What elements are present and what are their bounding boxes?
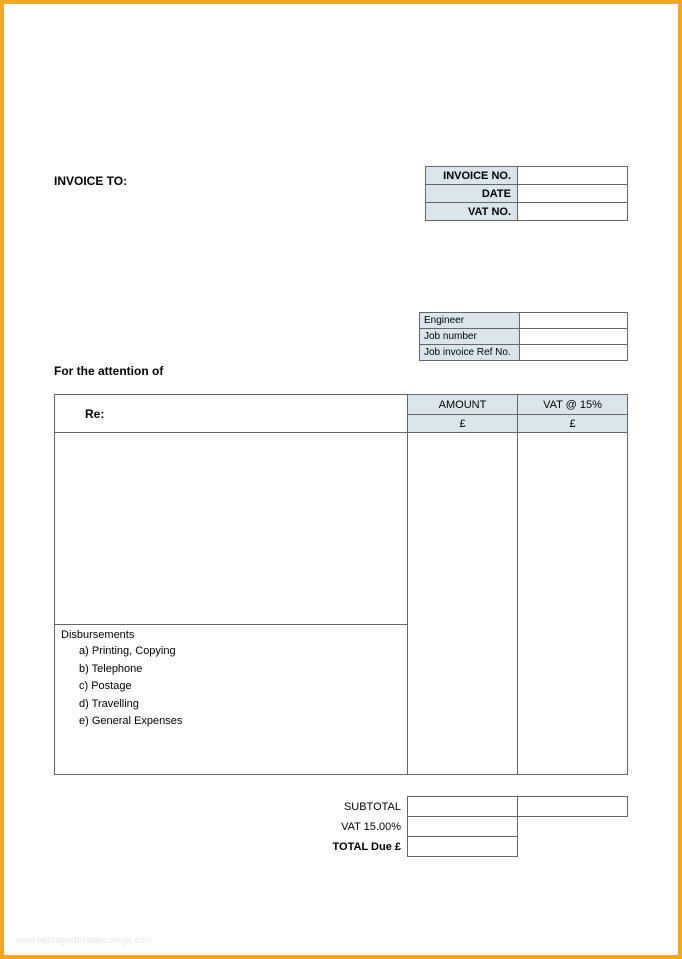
total-due-amount [408,837,518,857]
list-item: b) Telephone [79,661,401,679]
total-due-label: TOTAL Due £ [54,837,408,857]
invoice-meta-table: INVOICE NO. DATE VAT NO. [425,166,628,221]
amount-cell [408,433,518,625]
line-items-table: Re: AMOUNT VAT @ 15% £ £ Disbursements a… [54,394,628,775]
vat-empty [518,817,628,837]
date-label: DATE [426,185,518,203]
table-row: Disbursements a) Printing, Copying b) Te… [55,625,628,775]
vat-cell [518,433,628,625]
table-row: Job number [420,329,628,345]
job-info-table: Engineer Job number Job invoice Ref No. [419,312,628,361]
invoice-to-label: INVOICE TO: [54,174,127,188]
job-number-value [520,329,628,345]
disb-amount-cell [408,625,518,775]
description-cell [55,433,408,625]
vat-no-label: VAT NO. [426,203,518,221]
job-ref-label: Job invoice Ref No. [420,345,520,361]
content-area: INVOICE TO: INVOICE NO. DATE VAT NO. Eng… [54,4,628,955]
subtotal-vat [518,797,628,817]
table-row: VAT 15.00% [54,817,628,837]
invoice-page: INVOICE TO: INVOICE NO. DATE VAT NO. Eng… [0,0,682,959]
subtotal-label: SUBTOTAL [54,797,408,817]
subtotal-amount [408,797,518,817]
watermark-text: www.heritagechristiancollege.com [16,935,152,945]
vat-rate-label: VAT 15.00% [54,817,408,837]
list-item: c) Postage [79,678,401,696]
table-row: Re: AMOUNT VAT @ 15% [55,395,628,415]
invoice-no-label: INVOICE NO. [426,167,518,185]
table-row: SUBTOTAL [54,797,628,817]
totals-table: SUBTOTAL VAT 15.00% TOTAL Due £ [54,796,628,857]
job-number-label: Job number [420,329,520,345]
table-row: INVOICE NO. [426,167,628,185]
engineer-label: Engineer [420,313,520,329]
table-row: TOTAL Due £ [54,837,628,857]
table-row: DATE [426,185,628,203]
table-row: Job invoice Ref No. [420,345,628,361]
amount-currency: £ [408,415,518,433]
list-item: d) Travelling [79,696,401,714]
engineer-value [520,313,628,329]
amount-header: AMOUNT [408,395,518,415]
disbursements-title: Disbursements [61,629,401,641]
list-item: e) General Expenses [79,713,401,731]
job-ref-value [520,345,628,361]
vat-currency: £ [518,415,628,433]
invoice-no-value [518,167,628,185]
table-row [55,433,628,625]
total-empty [518,837,628,857]
vat-no-value [518,203,628,221]
disbursements-cell: Disbursements a) Printing, Copying b) Te… [55,625,408,775]
table-row: VAT NO. [426,203,628,221]
table-row: Engineer [420,313,628,329]
disb-vat-cell [518,625,628,775]
vat-amount [408,817,518,837]
re-header: Re: [55,395,408,433]
list-item: a) Printing, Copying [79,643,401,661]
vat-header: VAT @ 15% [518,395,628,415]
disbursements-list: a) Printing, Copying b) Telephone c) Pos… [79,643,401,731]
date-value [518,185,628,203]
attention-label: For the attention of [54,364,163,378]
